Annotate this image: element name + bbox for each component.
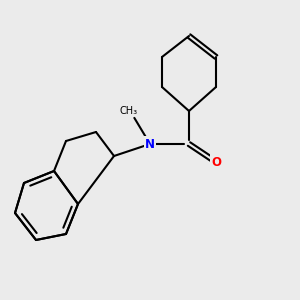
- Text: CH₃: CH₃: [120, 106, 138, 116]
- Text: N: N: [145, 137, 155, 151]
- Text: O: O: [211, 155, 221, 169]
